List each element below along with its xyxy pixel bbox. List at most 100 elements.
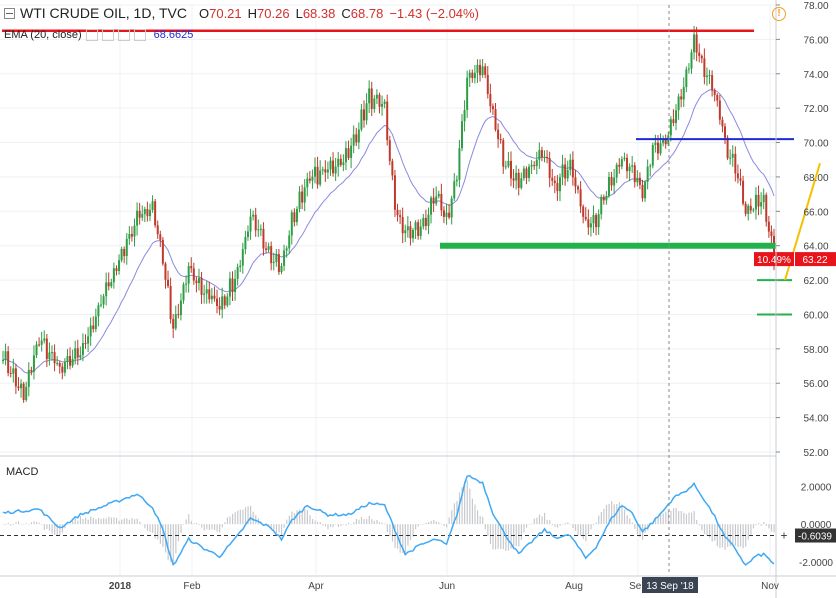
macd-histogram-bar bbox=[479, 515, 481, 525]
candle-body bbox=[618, 164, 621, 167]
candle-body bbox=[314, 166, 317, 177]
macd-histogram-bar bbox=[175, 524, 177, 554]
candle-body bbox=[334, 166, 337, 174]
candle-body bbox=[463, 109, 466, 122]
candle-body bbox=[486, 74, 489, 94]
candle-body bbox=[540, 150, 543, 158]
candle-body bbox=[293, 212, 296, 223]
candle-body bbox=[742, 180, 745, 204]
candle-body bbox=[724, 126, 727, 138]
candle-body bbox=[350, 145, 353, 159]
macd-histogram-bar bbox=[698, 524, 700, 526]
macd-histogram-bar bbox=[20, 524, 22, 525]
macd-histogram-bar bbox=[252, 511, 254, 525]
candle-body bbox=[182, 284, 185, 301]
macd-histogram-bar bbox=[464, 480, 466, 525]
candle-body bbox=[473, 72, 476, 79]
candle-body bbox=[138, 210, 141, 218]
candle-body bbox=[27, 369, 30, 387]
macd-histogram-bar bbox=[773, 524, 775, 533]
candle-body bbox=[285, 248, 288, 251]
candle-body bbox=[254, 214, 257, 231]
macd-histogram-bar bbox=[665, 511, 667, 525]
candle-body bbox=[437, 193, 440, 197]
macd-histogram-bar bbox=[201, 524, 203, 528]
macd-histogram-bar bbox=[95, 519, 97, 525]
candle-body bbox=[466, 77, 469, 110]
macd-histogram-bar bbox=[188, 514, 190, 525]
macd-histogram-bar bbox=[425, 522, 427, 525]
candle-body bbox=[257, 229, 260, 231]
collapse-icon[interactable] bbox=[4, 7, 15, 19]
macd-histogram-bar bbox=[219, 524, 221, 533]
candle-body bbox=[125, 238, 128, 257]
y-tick-label: 64.00 bbox=[803, 242, 828, 253]
macd-histogram-bar bbox=[327, 524, 329, 530]
change-value: −1.43 (−2.04%) bbox=[389, 5, 479, 21]
candle-body bbox=[494, 109, 497, 130]
macd-histogram-bar bbox=[556, 524, 559, 528]
macd-histogram-bar bbox=[680, 511, 682, 525]
more-icon[interactable] bbox=[133, 29, 146, 41]
candle-body bbox=[731, 153, 734, 158]
candle-body bbox=[146, 209, 149, 217]
macd-histogram-bar bbox=[440, 523, 443, 525]
candle-body bbox=[365, 103, 368, 121]
candle-body bbox=[528, 166, 531, 178]
crosshair-date: 13 Sep '18 bbox=[646, 581, 694, 592]
candle-body bbox=[342, 162, 345, 165]
macd-histogram-bar bbox=[110, 517, 113, 525]
macd-histogram-bar bbox=[446, 524, 448, 528]
remove-icon[interactable] bbox=[117, 29, 130, 41]
macd-histogram-bar bbox=[25, 523, 27, 525]
macd-histogram-bar bbox=[420, 524, 422, 525]
symbol-title[interactable]: WTI CRUDE OIL, 1D, TVC bbox=[20, 5, 187, 21]
macd-histogram-bar bbox=[433, 519, 435, 525]
macd-histogram-bar bbox=[23, 524, 25, 525]
candle-body bbox=[509, 160, 512, 179]
macd-histogram-bar bbox=[288, 515, 290, 525]
candle-body bbox=[736, 173, 739, 179]
macd-histogram-bar bbox=[115, 517, 118, 525]
eye-icon[interactable] bbox=[85, 29, 98, 41]
ema-legend[interactable]: EMA (20, close) 68.6625 bbox=[4, 29, 193, 41]
y-tick-label: 58.00 bbox=[803, 345, 828, 356]
macd-histogram-bar bbox=[360, 516, 363, 525]
candle-body bbox=[329, 160, 332, 170]
macd-histogram-bar bbox=[453, 503, 455, 525]
candle-body bbox=[110, 282, 113, 287]
y-tick-label: 74.00 bbox=[803, 70, 828, 81]
macd-histogram-bar bbox=[126, 518, 128, 525]
macd-histogram-bar bbox=[564, 522, 566, 525]
macd-histogram-bar bbox=[660, 514, 662, 525]
macd-histogram-bar bbox=[283, 524, 285, 528]
candle-body bbox=[610, 176, 613, 186]
candle-body bbox=[12, 368, 15, 374]
macd-histogram-bar bbox=[613, 504, 615, 525]
macd-plus-icon: + bbox=[780, 529, 787, 543]
macd-histogram-bar bbox=[64, 524, 66, 529]
candle-body bbox=[357, 129, 360, 143]
macd-histogram-bar bbox=[507, 524, 510, 551]
macd-histogram-bar bbox=[657, 517, 659, 525]
candle-body bbox=[631, 165, 634, 167]
macd-histogram-bar bbox=[203, 524, 205, 531]
candle-body bbox=[102, 296, 105, 305]
candle-body bbox=[664, 139, 667, 145]
settings-icon[interactable] bbox=[101, 29, 114, 41]
candle-body bbox=[587, 219, 590, 228]
candle-body bbox=[628, 166, 631, 172]
macd-histogram-bar bbox=[634, 524, 636, 530]
alert-icon[interactable]: ! bbox=[772, 7, 786, 21]
macd-histogram-bar bbox=[121, 519, 123, 525]
macd-histogram-bar bbox=[768, 524, 770, 529]
candle-body bbox=[141, 214, 144, 218]
candle-body bbox=[584, 216, 587, 220]
candle-body bbox=[561, 164, 564, 178]
candle-body bbox=[522, 168, 525, 179]
candle-body bbox=[156, 225, 159, 235]
macd-histogram-bar bbox=[587, 524, 590, 535]
macd-label: MACD bbox=[6, 466, 39, 478]
macd-histogram-bar bbox=[358, 519, 360, 525]
